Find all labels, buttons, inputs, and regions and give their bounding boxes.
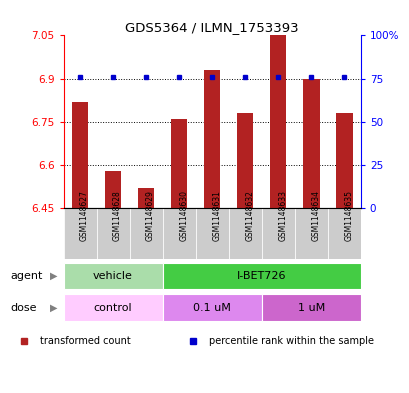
Bar <box>162 208 195 259</box>
Text: GSM1148628: GSM1148628 <box>113 191 122 241</box>
Text: transformed count: transformed count <box>40 336 131 346</box>
Bar <box>63 294 162 321</box>
Bar <box>171 119 187 208</box>
Bar <box>228 208 261 259</box>
Bar <box>97 208 129 259</box>
Text: dose: dose <box>10 303 37 312</box>
Bar <box>294 208 327 259</box>
Text: vehicle: vehicle <box>93 271 133 281</box>
Bar <box>302 79 319 208</box>
Text: GSM1148631: GSM1148631 <box>212 191 220 241</box>
Bar <box>327 208 360 259</box>
Bar <box>162 263 360 289</box>
Bar <box>105 171 121 208</box>
Bar <box>162 294 261 321</box>
Bar <box>63 263 162 289</box>
Text: I-BET726: I-BET726 <box>236 271 286 281</box>
Text: 1 uM: 1 uM <box>297 303 324 312</box>
Bar <box>72 102 88 208</box>
Bar <box>335 113 352 208</box>
Text: control: control <box>94 303 132 312</box>
Text: ▶: ▶ <box>49 303 57 312</box>
Text: percentile rank within the sample: percentile rank within the sample <box>209 336 373 346</box>
Bar <box>137 188 154 208</box>
Text: GSM1148634: GSM1148634 <box>310 191 319 241</box>
Bar <box>63 208 97 259</box>
Text: GSM1148630: GSM1148630 <box>179 191 188 241</box>
Text: ▶: ▶ <box>49 271 57 281</box>
Text: GSM1148632: GSM1148632 <box>245 191 254 241</box>
Text: agent: agent <box>10 271 43 281</box>
Title: GDS5364 / ILMN_1753393: GDS5364 / ILMN_1753393 <box>125 21 298 34</box>
Bar <box>236 113 253 208</box>
Bar <box>203 70 220 208</box>
Text: GSM1148635: GSM1148635 <box>344 191 353 241</box>
Text: GSM1148633: GSM1148633 <box>278 191 287 241</box>
Bar <box>195 208 228 259</box>
Text: GSM1148627: GSM1148627 <box>80 191 89 241</box>
Bar <box>261 208 294 259</box>
Text: GSM1148629: GSM1148629 <box>146 191 155 241</box>
Text: 0.1 uM: 0.1 uM <box>193 303 231 312</box>
Bar <box>129 208 162 259</box>
Bar <box>269 35 286 208</box>
Bar <box>261 294 360 321</box>
